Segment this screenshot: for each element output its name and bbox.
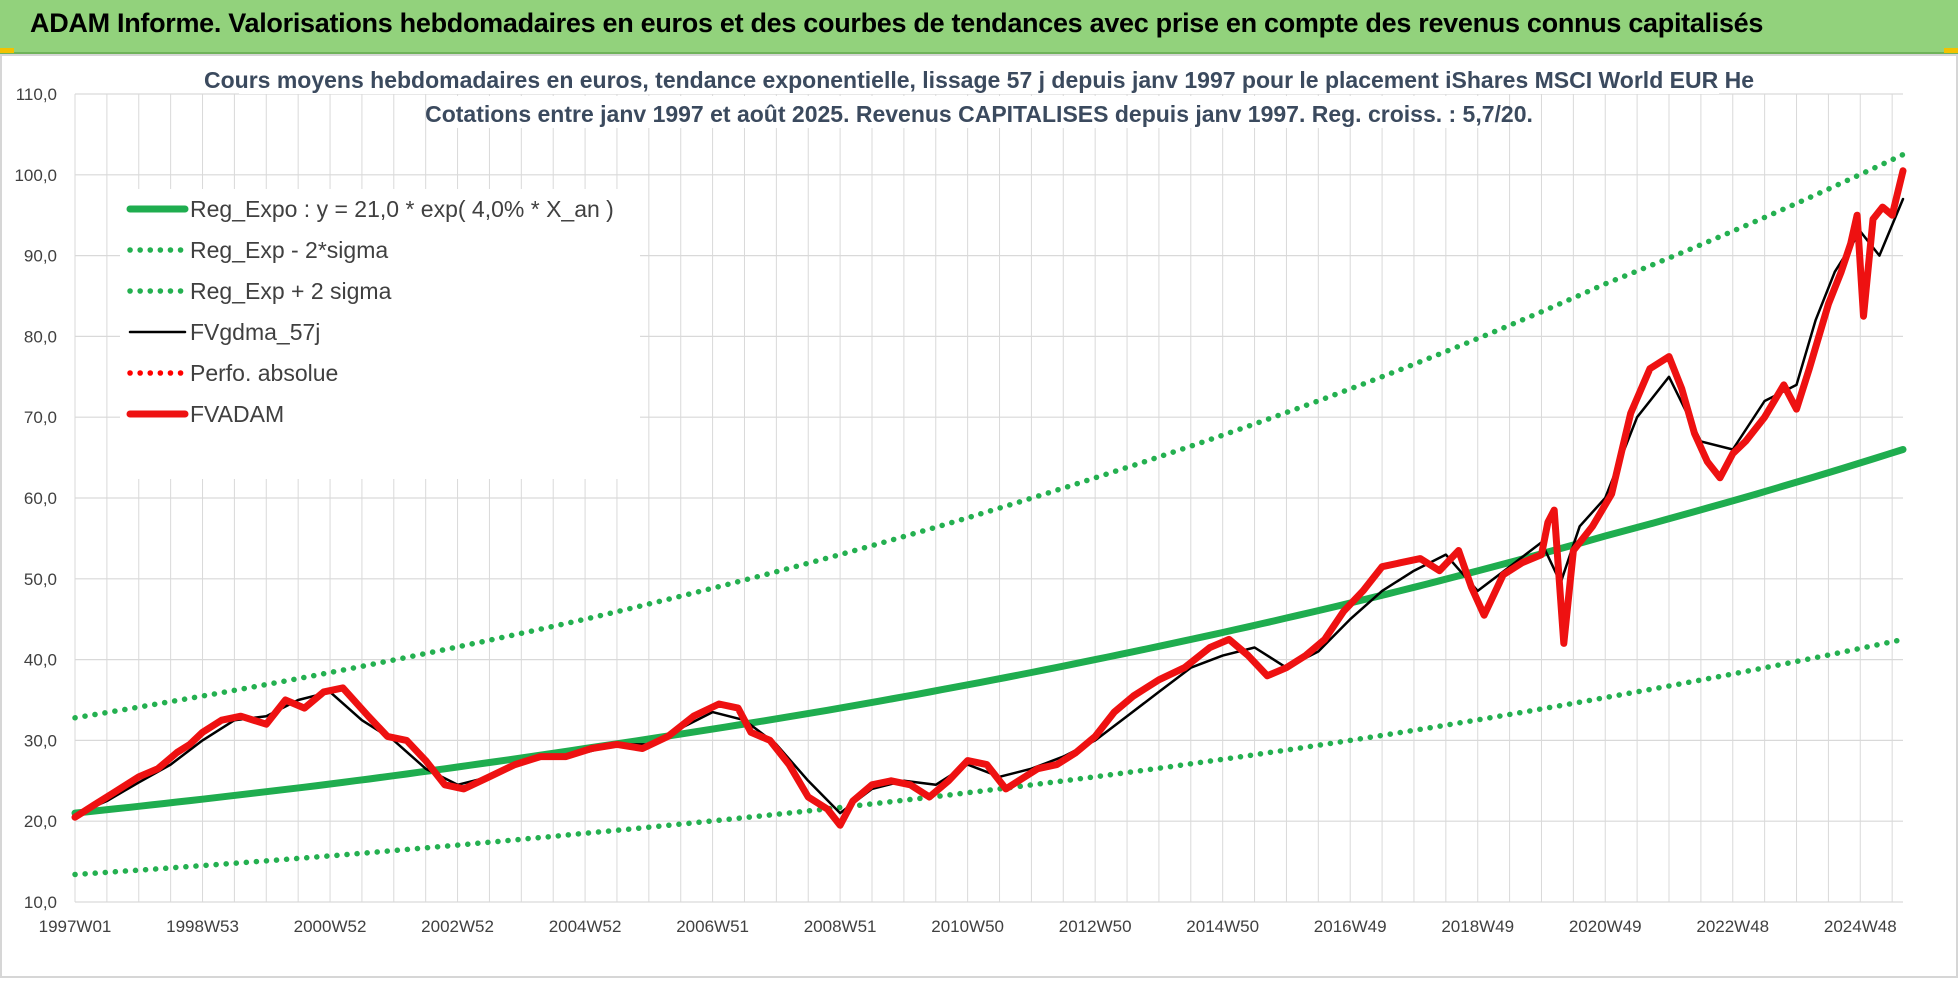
x-tick-label: 2012W50 (1059, 917, 1132, 936)
legend: Reg_Expo : y = 21,0 * exp( 4,0% * X_an )… (120, 189, 640, 479)
grid-lines (74, 93, 1903, 903)
series-reg-minus-2sigma (72, 636, 1906, 878)
header-banner: ADAM Informe. Valorisations hebdomadaire… (0, 0, 1958, 54)
x-tick-label: 1997W01 (39, 917, 112, 936)
chart-area: 10,0 20,0 30,0 40,0 50,0 60,0 70,0 80,0 90,0 100,… (0, 54, 1958, 978)
x-tick-label: 2006W51 (676, 917, 749, 936)
title-background (449, 96, 1509, 128)
x-tick-label: 2020W49 (1569, 917, 1642, 936)
y-tick-label: 50,0 (24, 570, 57, 589)
x-tick-label: 2010W50 (931, 917, 1004, 936)
legend-label: Reg_Exp - 2*sigma (190, 237, 388, 263)
y-tick-label: 70,0 (24, 408, 57, 427)
legend-background (120, 189, 640, 479)
chart-title-line: Cotations entre janv 1997 et août 2025. … (425, 101, 1533, 127)
x-tick-label: 2024W48 (1824, 917, 1897, 936)
x-tick-label: 2002W52 (421, 917, 494, 936)
corner-mark-right (1944, 48, 1958, 53)
series-layer (71, 151, 1907, 878)
x-axis: 1997W01 1998W53 2000W52 2002W52 2004W52 2006W… (39, 917, 1897, 936)
chart-title-line: Cours moyens hebdomadaires en euros, ten… (204, 67, 1754, 93)
y-tick-label: 110,0 (16, 85, 57, 104)
series-reg-plus-2sigma (72, 151, 1906, 721)
legend-label: Reg_Expo : y = 21,0 * exp( 4,0% * X_an ) (190, 196, 614, 222)
x-tick-label: 2022W48 (1696, 917, 1769, 936)
y-tick-label: 20,0 (24, 812, 57, 831)
x-tick-label: 2008W51 (804, 917, 877, 936)
legend-label: Reg_Exp + 2 sigma (190, 278, 392, 304)
x-tick-label: 2004W52 (549, 917, 622, 936)
y-tick-label: 40,0 (24, 651, 57, 670)
x-tick-label: 1998W53 (166, 917, 239, 936)
chart-title: Cours moyens hebdomadaires en euros, ten… (204, 62, 1754, 128)
y-tick-label: 30,0 (24, 731, 57, 750)
y-tick-label: 60,0 (24, 489, 57, 508)
x-tick-label: 2014W50 (1186, 917, 1259, 936)
legend-label: FVgdma_57j (190, 319, 320, 345)
y-axis: 10,0 20,0 30,0 40,0 50,0 60,0 70,0 80,0 90,0 100,… (14, 85, 57, 912)
y-tick-label: 100,0 (14, 166, 57, 185)
chart-border (0, 54, 1958, 978)
page-title: ADAM Informe. Valorisations hebdomadaire… (30, 8, 1764, 38)
x-tick-label: 2016W49 (1314, 917, 1387, 936)
x-tick-label: 2000W52 (294, 917, 367, 936)
y-tick-label: 10,0 (24, 893, 57, 912)
x-tick-label: 2018W49 (1441, 917, 1514, 936)
series-reg-expo (71, 446, 1907, 817)
series-fvadam (71, 167, 1907, 829)
y-tick-label: 80,0 (24, 327, 57, 346)
title-background (239, 62, 1719, 94)
corner-mark-left (0, 48, 14, 53)
legend-label: FVADAM (190, 401, 284, 427)
y-tick-label: 90,0 (24, 247, 57, 266)
line-chart: 10,0 20,0 30,0 40,0 50,0 60,0 70,0 80,0 90,0 100,… (0, 54, 1958, 978)
legend-label: Perfo. absolue (190, 360, 338, 386)
